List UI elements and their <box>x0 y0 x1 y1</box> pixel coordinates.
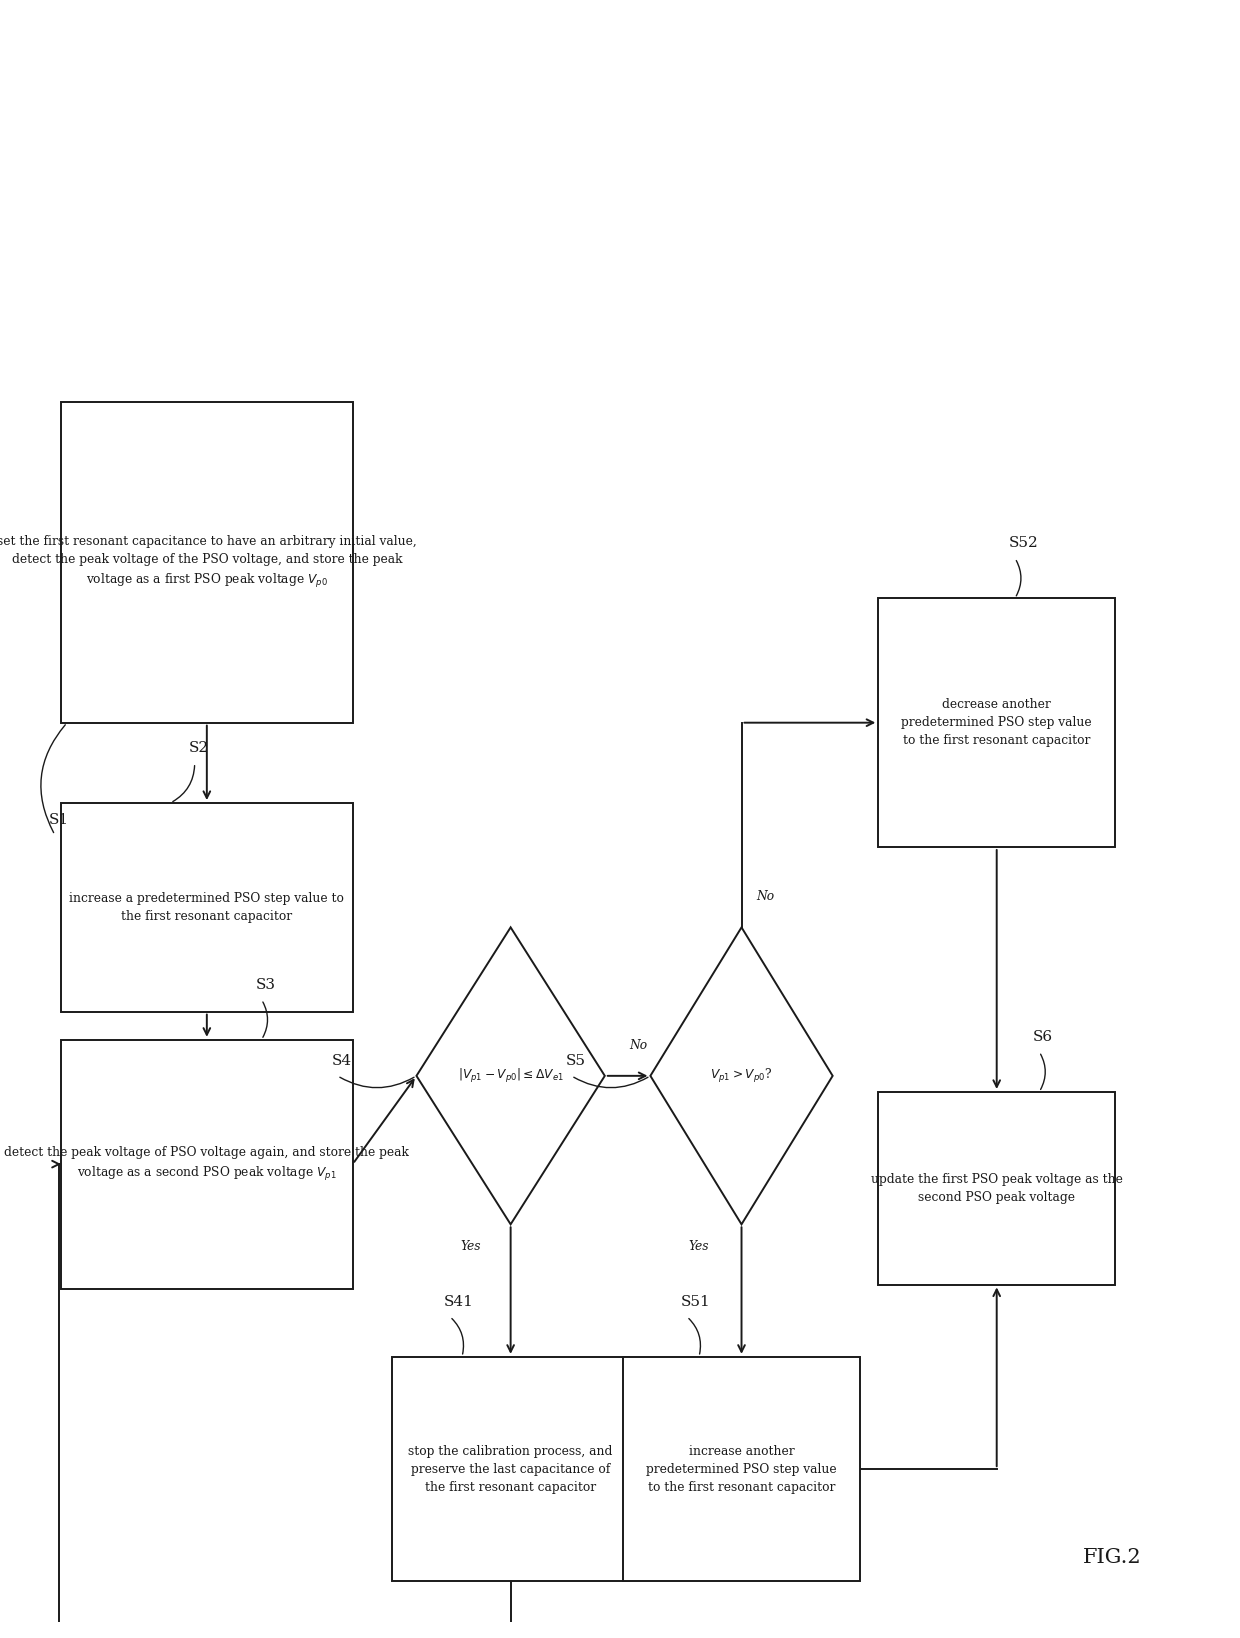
Text: update the first PSO peak voltage as the
second PSO peak voltage: update the first PSO peak voltage as the… <box>870 1173 1122 1204</box>
Text: No: No <box>629 1038 647 1052</box>
Text: S6: S6 <box>1033 1030 1053 1043</box>
Text: increase another
predetermined PSO step value
to the first resonant capacitor: increase another predetermined PSO step … <box>646 1445 837 1494</box>
Text: S52: S52 <box>1009 536 1039 550</box>
Text: S2: S2 <box>188 740 208 755</box>
Bar <box>61 401 352 722</box>
Bar <box>878 598 1115 847</box>
Bar <box>61 803 352 1012</box>
Bar <box>61 1040 352 1289</box>
Bar <box>622 1356 861 1582</box>
Text: detect the peak voltage of PSO voltage again, and store the peak
voltage as a se: detect the peak voltage of PSO voltage a… <box>5 1145 409 1183</box>
Text: $|V_{p1} - V_{p0}| \leq \Delta V_{e1}$: $|V_{p1} - V_{p0}| \leq \Delta V_{e1}$ <box>458 1066 564 1084</box>
Text: $V_{p1} > V_{p0}$?: $V_{p1} > V_{p0}$? <box>711 1066 773 1084</box>
Polygon shape <box>417 927 605 1224</box>
Text: S41: S41 <box>444 1294 474 1309</box>
Text: decrease another
predetermined PSO step value
to the first resonant capacitor: decrease another predetermined PSO step … <box>901 698 1092 747</box>
Text: stop the calibration process, and
preserve the last capacitance of
the first res: stop the calibration process, and preser… <box>408 1445 613 1494</box>
Text: Yes: Yes <box>688 1240 709 1253</box>
Bar <box>878 1093 1115 1284</box>
Text: increase a predetermined PSO step value to
the first resonant capacitor: increase a predetermined PSO step value … <box>69 891 345 922</box>
Text: S5: S5 <box>565 1053 585 1068</box>
Text: S1: S1 <box>48 812 69 827</box>
Text: No: No <box>756 891 774 903</box>
Text: S51: S51 <box>681 1294 711 1309</box>
Text: S4: S4 <box>331 1053 351 1068</box>
Text: Yes: Yes <box>460 1240 481 1253</box>
Bar <box>392 1356 629 1582</box>
Text: FIG.2: FIG.2 <box>1083 1548 1142 1568</box>
Text: S3: S3 <box>255 978 275 991</box>
Polygon shape <box>650 927 832 1224</box>
Text: set the first resonant capacitance to have an arbitrary initial value,
detect th: set the first resonant capacitance to ha… <box>0 534 417 590</box>
